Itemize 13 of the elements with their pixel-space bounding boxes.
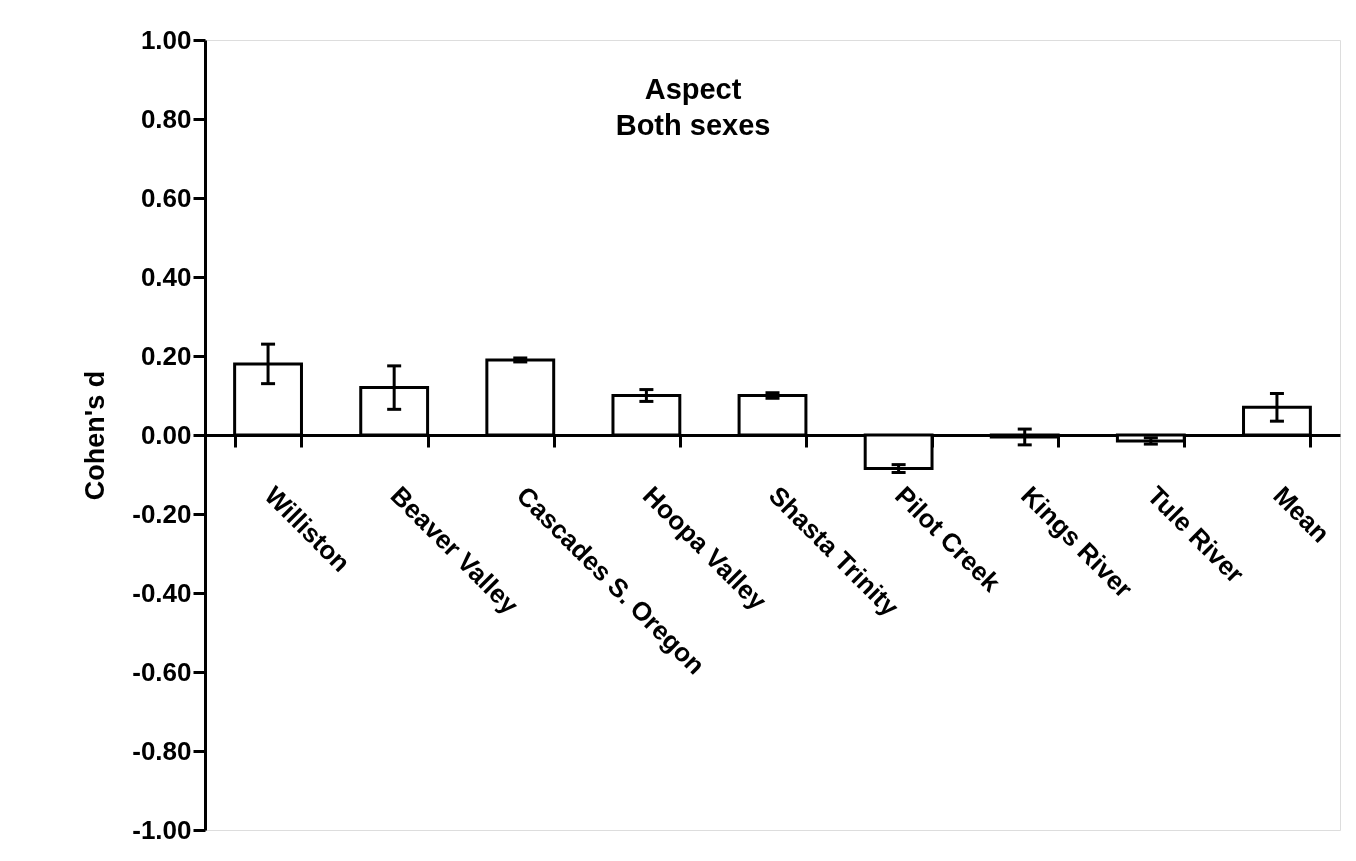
y-tick-label: -0.80	[132, 735, 192, 766]
y-tick-label: -0.60	[132, 656, 192, 687]
y-tick-label: -0.40	[132, 577, 192, 608]
y-tick-label: 0.60	[140, 182, 192, 213]
y-tick-label: -1.00	[132, 814, 192, 845]
text: Aspect Both sexes	[615, 73, 771, 141]
y-tick-label: 0.00	[140, 419, 192, 450]
y-tick-label: -0.20	[132, 498, 192, 529]
y-tick-label: 0.80	[140, 103, 192, 134]
y-axis-title: Cohen's d	[80, 370, 111, 501]
y-tick-label: 0.40	[140, 261, 192, 292]
y-tick-label: 0.20	[140, 340, 192, 371]
y-tick-label: 1.00	[140, 24, 192, 55]
